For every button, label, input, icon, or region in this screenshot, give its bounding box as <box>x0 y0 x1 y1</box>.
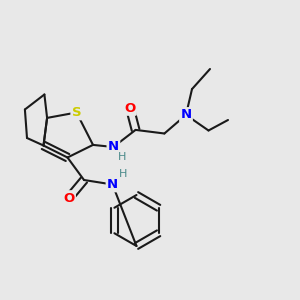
Text: N: N <box>180 108 192 122</box>
Text: N: N <box>107 178 118 191</box>
Text: O: O <box>63 191 75 205</box>
Text: N: N <box>108 140 119 154</box>
Text: H: H <box>118 152 127 162</box>
Text: S: S <box>72 106 81 119</box>
Text: H: H <box>119 169 127 179</box>
Text: O: O <box>124 101 136 115</box>
